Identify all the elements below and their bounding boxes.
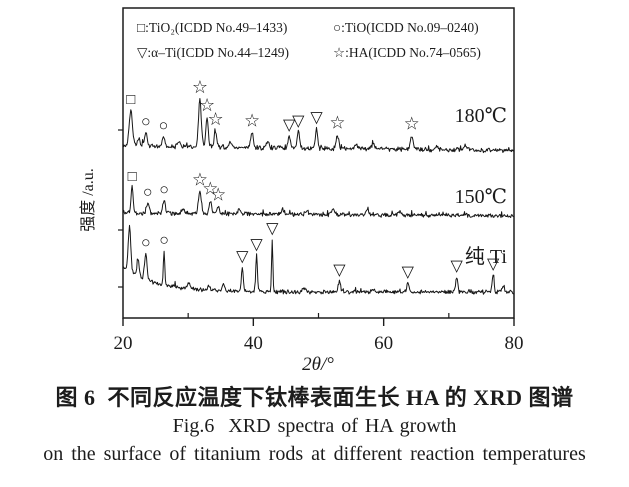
triangle-marker-icon: ▽ bbox=[250, 237, 263, 254]
x-tick-labels: 20 40 60 80 bbox=[114, 333, 524, 354]
star-marker-icon: ☆ bbox=[192, 77, 208, 97]
caption-chinese: 图 6 不同反应温度下钛棒表面生长 HA 的 XRD 图谱 bbox=[55, 385, 574, 410]
xrd-trace-180c bbox=[122, 98, 515, 154]
star-marker-icon: ☆ bbox=[207, 109, 223, 129]
star-marker-icon: ☆ bbox=[404, 114, 420, 134]
circle-marker-icon: ○ bbox=[141, 113, 151, 130]
triangle-marker-icon: ▽ bbox=[310, 109, 323, 126]
legend-separator: : bbox=[147, 45, 152, 60]
circle-marker-icon: ○ bbox=[159, 232, 169, 249]
trace-label-180c: 180℃ bbox=[455, 105, 507, 127]
triangle-marker-icon: ▽ bbox=[236, 248, 249, 265]
star-marker-icon: ☆ bbox=[333, 45, 346, 60]
legend-separator: : bbox=[145, 20, 149, 35]
circle-marker-icon: ○ bbox=[143, 184, 153, 201]
x-axis-label: 2θ/° bbox=[302, 354, 334, 375]
x-tick-label-40: 40 bbox=[244, 333, 263, 354]
caption-english-1: Fig.6 XRD spectra of HA growth bbox=[172, 415, 457, 437]
y-axis-label: 强度 /a.u. bbox=[79, 168, 97, 232]
legend-label-tio: TiO(ICDD No.09–0240) bbox=[344, 20, 479, 35]
star-marker-icon: ☆ bbox=[329, 113, 345, 133]
star-marker-icon: ☆ bbox=[192, 170, 208, 190]
xrd-traces bbox=[122, 98, 515, 295]
triangle-marker-icon: ▽ bbox=[292, 113, 305, 130]
legend-label-alpha-ti: α–Ti(ICDD No.44–1249) bbox=[151, 45, 289, 60]
x-tick-label-60: 60 bbox=[374, 333, 393, 354]
triangle-marker-icon: ▽ bbox=[137, 45, 148, 60]
xrd-trace-150c bbox=[122, 184, 515, 219]
legend-box: □:TiO₂(ICDD No.49–1433) ○:TiO(ICDD No.09… bbox=[137, 15, 509, 65]
axis-ticks bbox=[118, 129, 515, 326]
caption-english-2: on the surface of titanium rods at diffe… bbox=[43, 443, 586, 465]
xrd-chart-area: □ ○ ○ ☆ ☆ ☆ ☆ ▽ ▽ ▽ ☆ ☆ □ ○ ○ ☆ ☆ ☆ ○ ○ ▽ ▽ ▽ ▽ ▽ ▽ ▽ 20 40 60 80 180… bbox=[79, 7, 524, 375]
circle-marker-icon: ○ bbox=[159, 181, 169, 198]
xrd-chart: □○ ○☆☆☆ ☆ ▽▽ ▽ ☆ ☆□○ ○☆☆☆○ ○▽▽▽▽ ▽ ▽ ▽ 20 40 60 80 180… bbox=[79, 7, 524, 375]
square-marker-icon: □ bbox=[126, 92, 135, 108]
legend-entry-tio2: □:TiO₂(ICDD No.49–1433) bbox=[137, 15, 333, 40]
triangle-marker-icon: ▽ bbox=[333, 262, 346, 279]
legend-row-2: ▽:α–Ti(ICDD No.44–1249) ☆:HA(ICDD No.74–… bbox=[137, 40, 509, 65]
circle-marker-icon: ○ bbox=[159, 118, 169, 135]
trace-labels: 180℃ 150℃ 纯 Ti bbox=[455, 105, 508, 268]
figure-captions: 图 6 不同反应温度下钛棒表面生长 HA 的 XRD 图谱 Fig.6 XRD … bbox=[0, 384, 629, 468]
legend-entry-tio: ○:TiO(ICDD No.09–0240) bbox=[333, 15, 479, 40]
square-marker-icon: □ bbox=[128, 169, 137, 185]
triangle-marker-icon: ▽ bbox=[283, 117, 296, 134]
triangle-marker-icon: ▽ bbox=[402, 264, 415, 281]
trace-label-150c: 150℃ bbox=[455, 186, 507, 208]
x-tick-label-80: 80 bbox=[505, 333, 524, 354]
legend-separator: : bbox=[345, 45, 349, 60]
trace-label-pure-ti: 纯 Ti bbox=[465, 245, 508, 268]
star-marker-icon: ☆ bbox=[244, 111, 260, 131]
triangle-marker-icon: ▽ bbox=[266, 221, 279, 238]
circle-marker-icon: ○ bbox=[333, 20, 342, 35]
xrd-trace-pure-ti bbox=[122, 224, 515, 295]
peak-markers: □○ ○☆☆☆ ☆ ▽▽ ▽ ☆ ☆□○ ○☆☆☆○ ○▽▽▽▽ ▽ ▽ ▽ bbox=[126, 77, 500, 281]
legend-label-ha: HA(ICDD No.74–0565) bbox=[348, 45, 481, 60]
star-marker-icon: ☆ bbox=[199, 95, 215, 115]
triangle-marker-icon: ▽ bbox=[450, 258, 463, 275]
legend-label-tio2: TiO₂(ICDD No.49–1433) bbox=[148, 20, 288, 35]
legend-entry-alpha-ti: ▽:α–Ti(ICDD No.44–1249) bbox=[137, 40, 333, 65]
legend-row-1: □:TiO₂(ICDD No.49–1433) ○:TiO(ICDD No.09… bbox=[137, 15, 509, 40]
triangle-marker-icon: ▽ bbox=[487, 256, 500, 273]
square-marker-icon: □ bbox=[137, 20, 146, 35]
star-marker-icon: ☆ bbox=[202, 179, 218, 199]
legend-separator: : bbox=[341, 20, 345, 35]
legend-entry-ha: ☆:HA(ICDD No.74–0565) bbox=[333, 40, 481, 65]
circle-marker-icon: ○ bbox=[141, 235, 151, 252]
x-tick-label-20: 20 bbox=[114, 333, 133, 354]
star-marker-icon: ☆ bbox=[210, 185, 226, 205]
